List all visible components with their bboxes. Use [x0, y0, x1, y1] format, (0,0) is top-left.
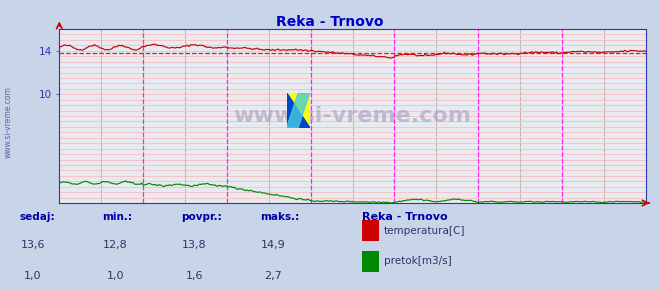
Text: 13,6: 13,6 — [20, 240, 45, 249]
Text: www.si-vreme.com: www.si-vreme.com — [3, 86, 13, 158]
Bar — [362, 220, 379, 241]
Text: 12,8: 12,8 — [103, 240, 128, 249]
Text: temperatura[C]: temperatura[C] — [384, 226, 465, 236]
Polygon shape — [287, 93, 310, 128]
Text: povpr.:: povpr.: — [181, 212, 222, 222]
Text: 1,0: 1,0 — [24, 271, 42, 281]
Polygon shape — [287, 93, 310, 128]
Text: pretok[m3/s]: pretok[m3/s] — [384, 256, 451, 266]
Text: Reka - Trnovo: Reka - Trnovo — [362, 212, 448, 222]
Bar — [362, 251, 379, 272]
Text: min.:: min.: — [102, 212, 132, 222]
Text: 1,6: 1,6 — [186, 271, 203, 281]
Text: www.si-vreme.com: www.si-vreme.com — [233, 106, 472, 126]
Text: 14,9: 14,9 — [261, 240, 286, 249]
Text: maks.:: maks.: — [260, 212, 300, 222]
Text: Reka - Trnovo: Reka - Trnovo — [275, 14, 384, 28]
Text: 2,7: 2,7 — [265, 271, 282, 281]
Text: 1,0: 1,0 — [107, 271, 124, 281]
Polygon shape — [287, 93, 310, 128]
Text: 13,8: 13,8 — [182, 240, 207, 249]
Text: sedaj:: sedaj: — [20, 212, 55, 222]
